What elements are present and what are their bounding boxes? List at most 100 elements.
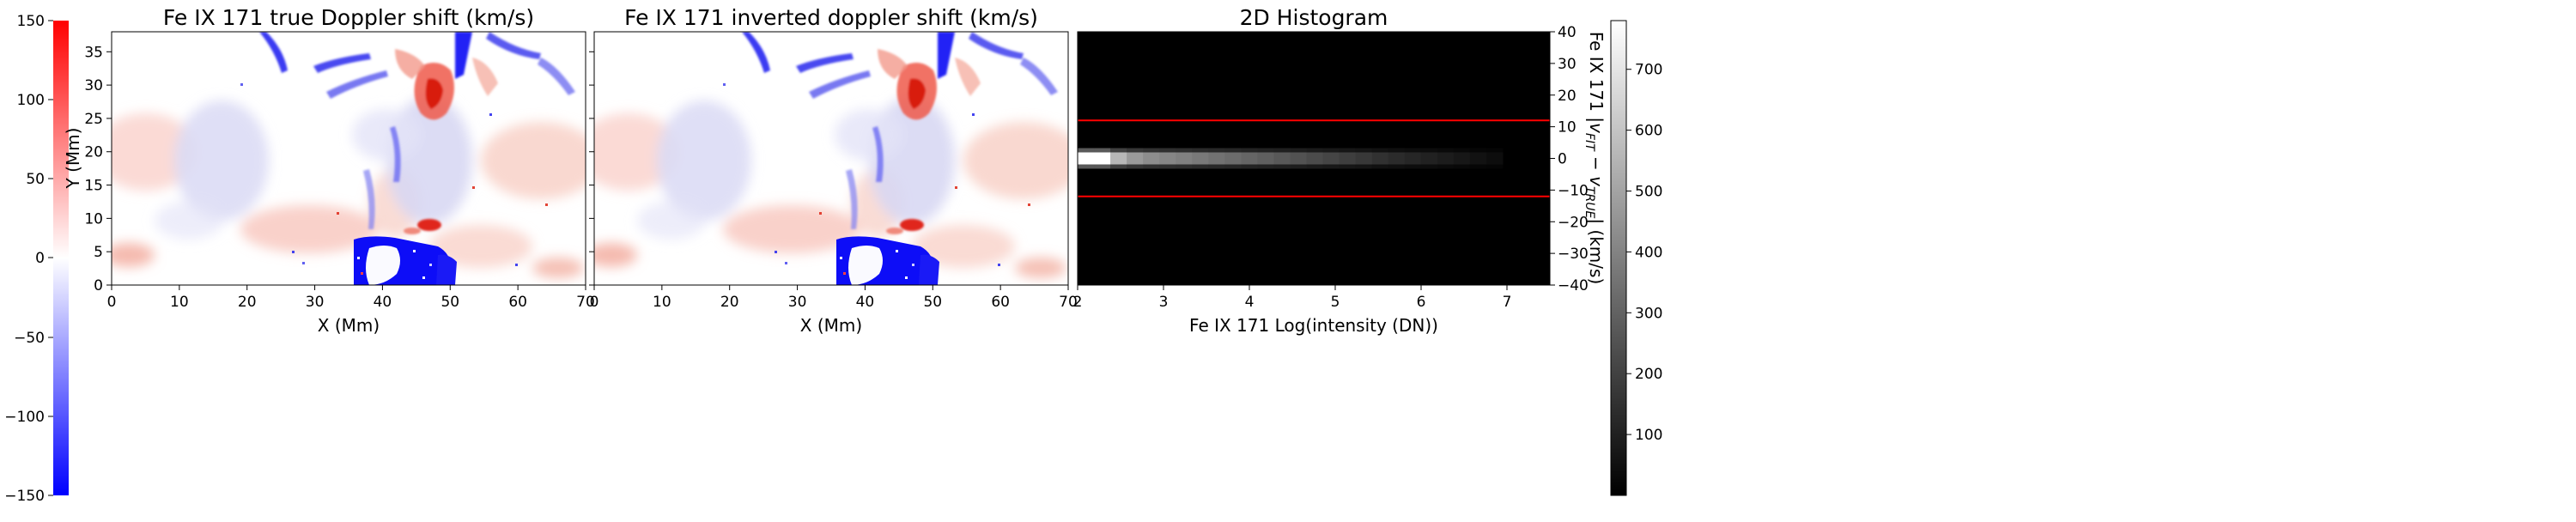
histogram-bin (1306, 152, 1324, 165)
y-tick-label: 10 (1558, 119, 1577, 137)
x-tick-label: 40 (374, 294, 392, 311)
histogram-bin (1290, 152, 1308, 165)
histogram-bin (1192, 164, 1209, 169)
histogram-bin (1127, 152, 1144, 165)
histogram-bin (1078, 152, 1095, 165)
cbar-left-tick: −50 (14, 330, 45, 347)
x-tick-label: 7 (1503, 294, 1512, 311)
count-colorbar: 700 600 500 400 300 200 100 (1610, 20, 1662, 496)
histogram-bin (1143, 152, 1160, 165)
x-tick-label: 20 (720, 294, 739, 311)
histogram-bin (1322, 152, 1340, 165)
histogram-bin (1273, 148, 1291, 153)
histogram-bin (1355, 152, 1373, 165)
histogram-bin (1224, 152, 1242, 165)
histogram-bin (1469, 152, 1487, 165)
histogram-bin (1176, 164, 1193, 169)
cbar-right-tick: 100 (1635, 427, 1662, 444)
panel-2d-histogram: 2D Histogram 2 3 4 5 6 7 40 30 20 10 0 −10 −20 −30 −40… (1073, 5, 1607, 336)
histogram-bin (1485, 152, 1504, 165)
axis-inverted: 0 10 20 30 40 50 60 70 (589, 51, 1078, 311)
histogram-bin (1208, 152, 1225, 165)
doppler-map-inverted (577, 32, 1084, 285)
y-tick-label: 0 (94, 277, 103, 294)
histogram-bin (1485, 148, 1504, 153)
y-tick-label: 40 (1558, 24, 1577, 41)
histogram-bin (1371, 148, 1389, 153)
x-tick-label: 0 (590, 294, 599, 311)
reference-lines (1078, 119, 1550, 197)
histogram-bin (1159, 148, 1176, 153)
histogram-bin (1485, 164, 1504, 169)
cbar-left-tick: 0 (35, 250, 45, 267)
y-tick-label: −20 (1558, 214, 1589, 231)
y-tick-label: 15 (84, 178, 103, 195)
histogram-bin (1257, 152, 1274, 165)
histogram-bin (1339, 164, 1357, 169)
doppler-map-true (94, 32, 601, 285)
histogram-bin (1339, 152, 1357, 165)
histogram-bin (1453, 152, 1471, 165)
histogram-bin (1437, 164, 1455, 169)
doppler-colorbar: 150 100 50 0 −50 −100 −150 (4, 13, 69, 505)
x-tick-label: 60 (991, 294, 1010, 311)
panel-inverted-doppler: Fe IX 171 inverted doppler shift (km/s) … (577, 5, 1084, 336)
histogram-bin (1208, 148, 1225, 153)
histogram-bin (1176, 152, 1193, 165)
histogram-bin (1110, 164, 1127, 169)
y-tick-label: 20 (84, 144, 103, 161)
chart-title: 2D Histogram (1240, 5, 1388, 30)
count-colorbar-gradient (1610, 20, 1627, 496)
histogram-bin (1388, 164, 1406, 169)
panel-true-doppler: Fe IX 171 true Doppler shift (km/s) 0 10 2… (63, 5, 601, 336)
histogram-bin (1339, 148, 1357, 153)
histogram-bin (1094, 152, 1111, 165)
histogram-bin (1127, 148, 1144, 153)
y-tick-label: 5 (94, 244, 103, 261)
histogram-bin (1306, 164, 1324, 169)
histogram-bin (1192, 148, 1209, 153)
x-axis-label: Fe IX 171 Log(intensity (DN)) (1189, 315, 1438, 336)
histogram-bin (1257, 148, 1274, 153)
x-tick-label: 70 (1059, 294, 1078, 311)
histogram-bin (1306, 148, 1324, 153)
histogram-bin (1388, 152, 1406, 165)
x-tick-label: 0 (107, 294, 117, 311)
cbar-left-tick: 100 (17, 92, 45, 109)
histogram-bin (1208, 164, 1225, 169)
histogram-bin (1420, 152, 1438, 165)
histogram-bin (1078, 148, 1095, 153)
cbar-right-tick: 400 (1635, 244, 1662, 261)
histogram-bin (1110, 148, 1127, 153)
x-tick-label: 5 (1331, 294, 1340, 311)
histogram-bin (1273, 152, 1291, 165)
histogram-bin (1469, 148, 1487, 153)
histogram-bin (1176, 148, 1193, 153)
histogram-bin (1159, 152, 1176, 165)
histogram-bin (1420, 164, 1438, 169)
x-tick-label: 2 (1073, 294, 1083, 311)
cbar-left-tick: −100 (4, 409, 45, 426)
count-colorbar-ticks: 700 600 500 400 300 200 100 (1626, 62, 1662, 444)
y-axis-label: Y (Mm) (63, 128, 83, 190)
histogram-bin (1224, 148, 1242, 153)
cbar-right-tick: 200 (1635, 366, 1662, 383)
x-axis-label: X (Mm) (800, 315, 862, 336)
histogram-bin (1404, 164, 1422, 169)
y-axis-label: Fe IX 171 |vFIT − vTRUE| (km/s) (1583, 32, 1607, 285)
histogram-bin (1404, 152, 1422, 165)
x-tick-label: 70 (576, 294, 595, 311)
x-tick-label: 3 (1159, 294, 1169, 311)
y-tick-label: −40 (1558, 277, 1589, 294)
cbar-right-tick: 300 (1635, 305, 1662, 322)
histogram-bin (1322, 164, 1340, 169)
y-tick-label: 30 (1558, 56, 1577, 73)
y-tick-label: 10 (84, 210, 103, 228)
histogram-bin (1388, 148, 1406, 153)
x-tick-label: 4 (1245, 294, 1255, 311)
x-tick-label: 6 (1417, 294, 1426, 311)
histogram-bin (1371, 164, 1389, 169)
doppler-colorbar-gradient (53, 21, 69, 495)
y-tick-label: 20 (1558, 88, 1577, 105)
